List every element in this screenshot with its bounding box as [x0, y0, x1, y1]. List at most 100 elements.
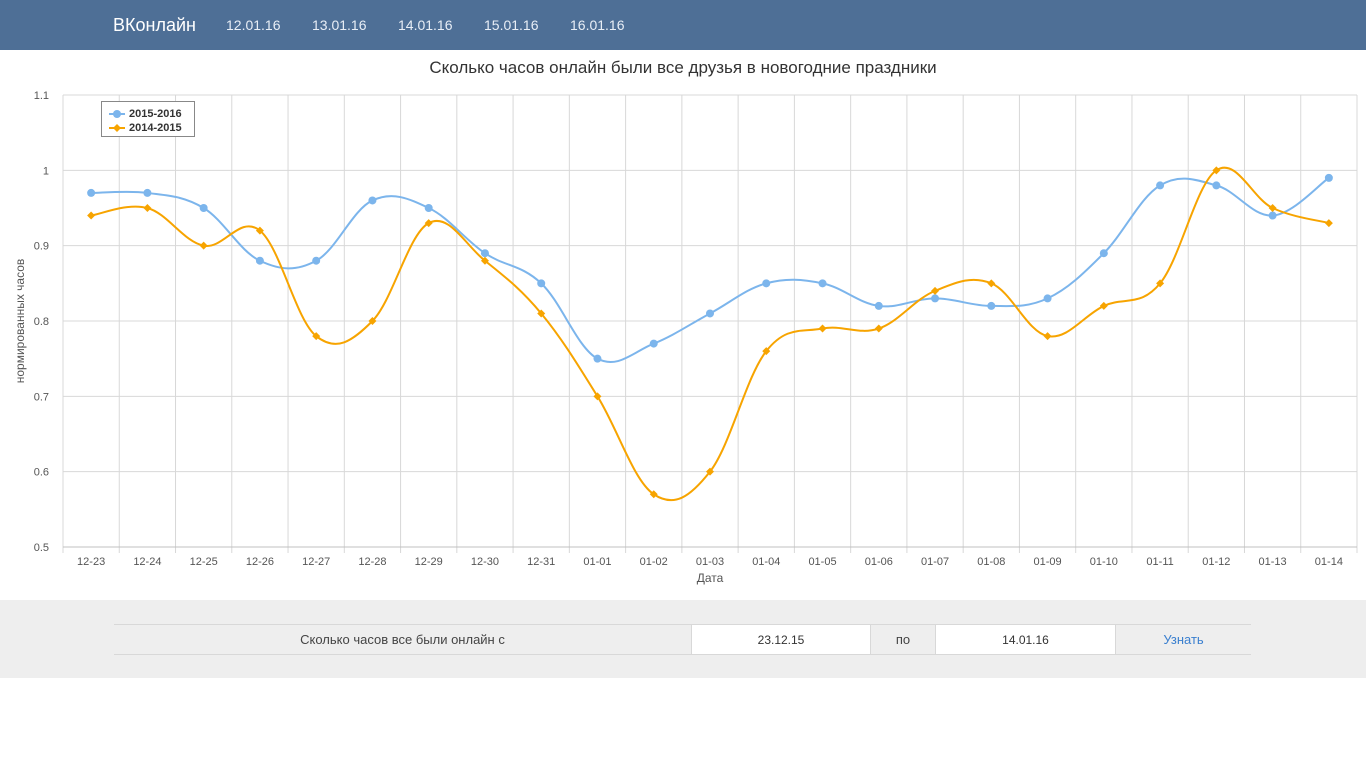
data-point-circle — [1099, 249, 1108, 258]
data-point-diamond — [818, 324, 827, 333]
x-tick-label: 12-23 — [77, 556, 105, 568]
x-tick-label: 01-13 — [1259, 556, 1287, 568]
data-point-diamond — [312, 332, 321, 341]
data-point-diamond — [480, 256, 489, 265]
data-point-circle — [649, 339, 658, 348]
x-tick-label: 01-02 — [640, 556, 668, 568]
data-point-diamond — [537, 309, 546, 318]
x-tick-label: 12-30 — [471, 556, 499, 568]
x-tick-label: 12-26 — [246, 556, 274, 568]
y-tick-label: 0.8 — [34, 316, 49, 328]
x-tick-label: 01-07 — [921, 556, 949, 568]
line-chart: 0.5 0.6 0.7 0.8 0.9 1 1.1 12-23 12-24 12-25 12-26 1… — [13, 90, 1358, 585]
series-line-2014-2015 — [90, 166, 1330, 502]
data-point-circle — [255, 256, 264, 265]
to-separator-label: по — [895, 632, 911, 647]
data-point-circle — [87, 188, 96, 197]
data-point-diamond — [931, 286, 940, 295]
nav-date-link-2[interactable]: 13.01.16 — [312, 17, 367, 33]
data-point-diamond — [1212, 166, 1221, 175]
data-point-diamond — [199, 241, 208, 250]
data-point-circle — [1324, 173, 1333, 182]
data-point-circle — [706, 309, 714, 318]
nav-date-link-4[interactable]: 15.01.16 — [484, 17, 539, 33]
x-tick-label: 12-31 — [527, 556, 555, 568]
top-navbar: ВКонлайн 12.01.16 13.01.16 14.01.16 15.0… — [0, 0, 1366, 50]
data-point-diamond — [593, 392, 602, 401]
data-point-circle — [480, 249, 489, 258]
y-axis-title: нормированных часов — [13, 259, 27, 384]
series-line-2015-2016 — [91, 177, 1330, 364]
y-tick-label: 0.9 — [34, 241, 49, 253]
data-point-diamond — [87, 211, 96, 220]
data-point-circle — [1156, 181, 1165, 190]
data-point-circle — [368, 196, 377, 205]
x-tick-label: 01-14 — [1315, 556, 1343, 568]
submit-button[interactable]: Узнать — [1163, 632, 1204, 647]
data-point-diamond — [1156, 279, 1165, 288]
data-point-circle — [1043, 294, 1052, 303]
legend-swatch-diamond-icon — [109, 124, 125, 132]
to-date-input[interactable] — [935, 625, 1116, 654]
data-point-circle — [537, 279, 546, 288]
x-axis-title: Дата — [697, 571, 724, 585]
nav-date-link-3[interactable]: 14.01.16 — [398, 17, 453, 33]
data-point-circle — [818, 279, 827, 288]
data-point-diamond — [255, 226, 264, 235]
y-tick-label: 1.1 — [34, 90, 49, 102]
data-point-circle — [199, 204, 208, 212]
data-point-diamond — [1268, 204, 1277, 212]
x-tick-label: 01-09 — [1033, 556, 1061, 568]
data-point-diamond — [143, 204, 152, 212]
data-point-diamond — [1099, 301, 1108, 310]
legend-item-2014-2015[interactable]: 2014-2015 — [108, 121, 194, 135]
chart-title: Сколько часов онлайн были все друзья в н… — [429, 58, 937, 77]
legend-swatch-circle-icon — [109, 110, 125, 118]
x-tick-label: 12-28 — [358, 556, 386, 568]
data-point-circle — [143, 188, 152, 197]
x-tick-label: 01-08 — [977, 556, 1005, 568]
data-point-diamond — [762, 347, 771, 356]
data-point-diamond — [424, 219, 433, 228]
data-point-diamond — [649, 490, 658, 499]
nav-date-link-5[interactable]: 16.01.16 — [570, 17, 625, 33]
data-point-circle — [762, 279, 771, 288]
x-tick-label: 01-03 — [696, 556, 724, 568]
data-point-circle — [987, 301, 996, 310]
data-point-diamond — [368, 317, 377, 325]
data-point-diamond — [874, 324, 883, 333]
y-tick-label: 0.6 — [34, 467, 49, 479]
x-tick-label: 12-25 — [190, 556, 218, 568]
x-tick-label: 01-04 — [752, 556, 780, 568]
x-tick-label: 01-12 — [1202, 556, 1230, 568]
data-point-circle — [312, 256, 321, 265]
data-point-diamond — [1043, 332, 1052, 341]
x-tick-label: 01-10 — [1090, 556, 1118, 568]
x-tick-label: 01-05 — [808, 556, 836, 568]
chart-area: 0.5 0.6 0.7 0.8 0.9 1 1.1 12-23 12-24 12-25 12-26 1… — [0, 50, 1366, 600]
data-point-circle — [593, 354, 602, 363]
y-tick-label: 0.5 — [34, 542, 49, 554]
data-point-circle — [1212, 181, 1221, 190]
x-tick-label: 01-06 — [865, 556, 893, 568]
x-tick-label: 12-27 — [302, 556, 330, 568]
legend-label: 2015-2016 — [129, 108, 182, 120]
data-point-diamond — [987, 279, 996, 288]
y-tick-label: 0.7 — [34, 391, 49, 403]
query-label: Сколько часов все были онлайн с — [300, 632, 505, 647]
x-tick-label: 12-29 — [415, 556, 443, 568]
x-tick-label: 01-01 — [583, 556, 611, 568]
query-panel: Сколько часов все были онлайн с по Узнат… — [0, 600, 1366, 678]
legend-label: 2014-2015 — [129, 122, 182, 134]
data-point-circle — [931, 294, 940, 303]
chart-legend: 2015-2016 2014-2015 — [101, 101, 195, 137]
data-point-circle — [1268, 211, 1277, 220]
from-date-input[interactable] — [691, 625, 871, 654]
query-form: Сколько часов все были онлайн с по Узнат… — [114, 624, 1251, 655]
legend-item-2015-2016[interactable]: 2015-2016 — [108, 107, 194, 121]
data-point-circle — [424, 204, 433, 212]
brand-link[interactable]: ВКонлайн — [113, 15, 196, 35]
data-point-circle — [874, 301, 883, 310]
nav-date-link-1[interactable]: 12.01.16 — [226, 17, 281, 33]
data-point-diamond — [1324, 219, 1333, 228]
